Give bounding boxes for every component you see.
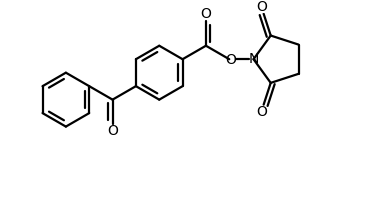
Text: O: O — [200, 7, 211, 21]
Text: O: O — [107, 124, 118, 139]
Text: O: O — [225, 53, 236, 67]
Text: O: O — [256, 105, 267, 119]
Text: O: O — [256, 0, 267, 13]
Text: N: N — [248, 52, 259, 66]
